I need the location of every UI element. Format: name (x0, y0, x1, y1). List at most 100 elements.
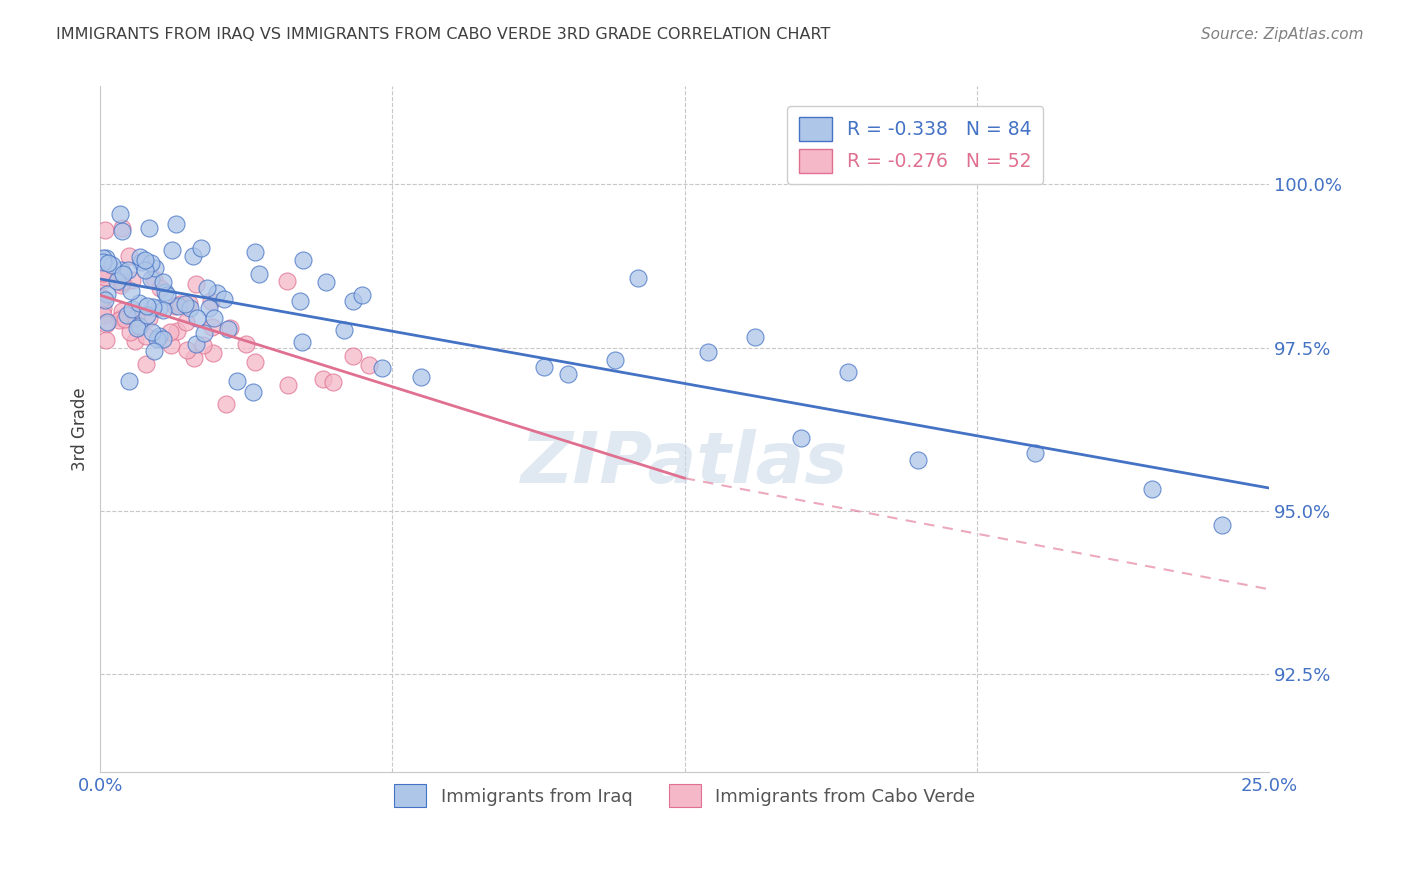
Point (159, 326, 181, 340)
Point (105, 274, 128, 288)
Point (142, 300, 165, 314)
Point (1024, 446, 1046, 460)
Point (235, 336, 257, 351)
Point (96, 318, 118, 332)
Point (141, 325, 163, 339)
Point (179, 296, 201, 310)
Text: IMMIGRANTS FROM IRAQ VS IMMIGRANTS FROM CABO VERDE 3RD GRADE CORRELATION CHART: IMMIGRANTS FROM IRAQ VS IMMIGRANTS FROM … (56, 27, 831, 42)
Point (242, 385, 264, 400)
Point (212, 292, 235, 306)
Point (165, 217, 187, 231)
Point (91, 273, 114, 287)
Point (243, 355, 266, 369)
Point (94, 333, 117, 347)
Point (205, 285, 228, 300)
Point (121, 273, 143, 287)
Point (91, 251, 114, 265)
Point (97, 256, 120, 270)
Point (557, 367, 579, 381)
Point (148, 301, 170, 315)
Point (166, 299, 188, 313)
Point (146, 332, 169, 346)
Point (156, 288, 179, 302)
Point (190, 241, 212, 255)
Point (110, 310, 132, 325)
Point (121, 301, 143, 316)
Point (91, 266, 114, 280)
Point (134, 252, 156, 267)
Point (96, 315, 118, 329)
Point (322, 375, 344, 389)
Point (125, 321, 148, 335)
Point (174, 296, 197, 310)
Point (118, 249, 141, 263)
Point (91, 291, 114, 305)
Point (201, 319, 224, 334)
Point (533, 359, 555, 374)
Point (149, 281, 172, 295)
Point (125, 310, 148, 325)
Legend: Immigrants from Iraq, Immigrants from Cabo Verde: Immigrants from Iraq, Immigrants from Ca… (387, 777, 983, 814)
Point (143, 261, 166, 276)
Point (159, 338, 181, 352)
Point (138, 220, 160, 235)
Point (94, 251, 117, 265)
Point (120, 284, 142, 298)
Point (371, 360, 394, 375)
Point (837, 365, 859, 379)
Point (291, 334, 314, 349)
Point (790, 431, 813, 445)
Point (291, 253, 314, 268)
Point (142, 272, 165, 286)
Point (115, 308, 138, 322)
Point (110, 221, 132, 235)
Point (128, 251, 150, 265)
Point (179, 301, 201, 315)
Point (183, 351, 205, 365)
Point (277, 377, 299, 392)
Point (129, 255, 152, 269)
Point (128, 295, 150, 310)
Point (148, 329, 170, 343)
Point (352, 287, 374, 301)
Point (1211, 517, 1233, 532)
Point (94, 269, 117, 284)
Point (183, 249, 205, 263)
Point (184, 336, 207, 351)
Point (115, 310, 138, 324)
Point (139, 256, 162, 270)
Point (315, 275, 337, 289)
Point (226, 375, 249, 389)
Point (202, 310, 225, 325)
Point (111, 268, 134, 282)
Point (342, 294, 364, 309)
Point (603, 353, 626, 368)
Point (333, 323, 356, 337)
Point (155, 285, 177, 300)
Point (124, 334, 146, 349)
Point (118, 326, 141, 340)
Point (152, 302, 174, 317)
Text: ZIPatlas: ZIPatlas (522, 429, 848, 498)
Point (110, 278, 132, 293)
Point (166, 324, 188, 338)
Point (110, 263, 132, 277)
Point (312, 372, 335, 386)
Point (139, 272, 162, 286)
Point (107, 313, 129, 327)
Point (114, 311, 136, 326)
Point (697, 345, 720, 359)
Point (200, 293, 222, 308)
Point (143, 343, 166, 358)
Point (201, 346, 224, 360)
Point (215, 397, 238, 411)
Point (163, 299, 186, 313)
Point (359, 358, 381, 372)
Point (91, 308, 114, 322)
Point (111, 275, 134, 289)
Point (135, 328, 157, 343)
Point (176, 343, 198, 357)
Point (91, 255, 114, 269)
Point (91, 301, 114, 315)
Point (134, 262, 156, 277)
